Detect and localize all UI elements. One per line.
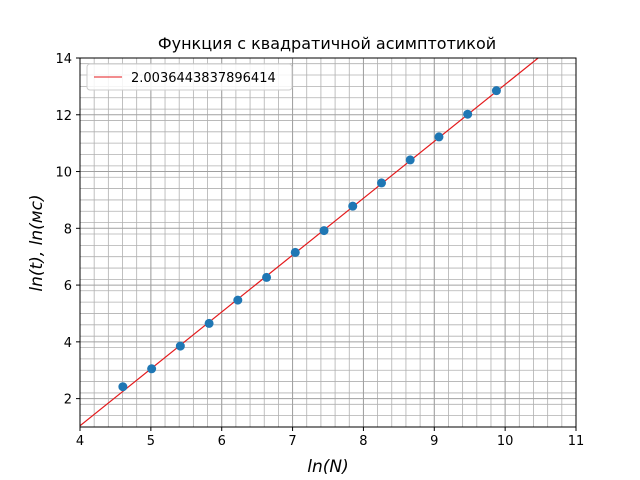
x-tick-label: 11 (568, 434, 585, 449)
plot-area (80, 58, 540, 427)
x-tick-label: 6 (218, 434, 226, 449)
data-point (376, 178, 386, 188)
axis-ticks: 4 5 6 7 8 9 10 11 2 4 6 8 10 12 14 (55, 52, 584, 449)
data-point (175, 341, 185, 351)
fit-line (80, 58, 540, 427)
y-tick-label: 14 (55, 52, 72, 67)
data-point (348, 201, 358, 211)
data-point (204, 318, 214, 328)
x-tick-label: 4 (76, 434, 84, 449)
data-point (290, 247, 300, 257)
data-point (491, 86, 501, 96)
y-tick-label: 2 (64, 393, 72, 408)
y-tick-label: 6 (64, 279, 72, 294)
x-axis-label: ln(N) (307, 457, 348, 477)
axes-frame (79, 57, 577, 428)
data-point (405, 155, 415, 165)
data-point (319, 226, 329, 236)
x-tick-label: 10 (497, 434, 514, 449)
x-tick-label: 7 (288, 434, 296, 449)
y-axis-label: ln(t), ln(мс) (27, 194, 47, 291)
chart-title: Функция с квадратичной асимптотикой (158, 34, 496, 53)
legend-box (86, 63, 293, 91)
data-point (463, 109, 473, 119)
data-point (118, 382, 128, 392)
data-point (233, 295, 243, 305)
x-tick-label: 5 (147, 434, 155, 449)
x-tick-label: 8 (359, 434, 367, 449)
plot-frame (79, 57, 577, 428)
y-tick-label: 10 (55, 166, 72, 181)
x-tick-label: 9 (430, 434, 438, 449)
y-tick-label: 8 (64, 222, 72, 237)
data-point (262, 272, 272, 282)
data-point (434, 132, 444, 142)
legend: 2.0036443837896414 (86, 63, 293, 91)
y-tick-label: 12 (55, 109, 72, 124)
legend-entry-label: 2.0036443837896414 (131, 71, 276, 86)
y-tick-label: 4 (64, 336, 72, 351)
data-point (147, 364, 157, 374)
